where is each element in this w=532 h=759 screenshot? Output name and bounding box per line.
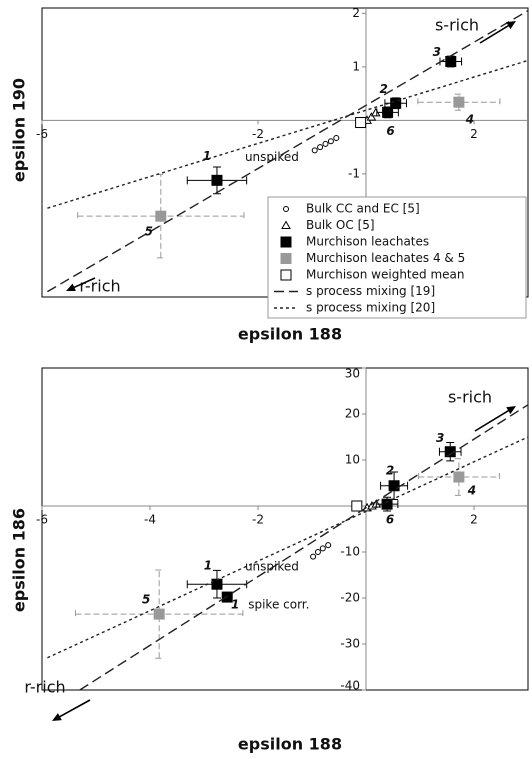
point (322, 140, 329, 147)
point (381, 498, 393, 510)
x-axis-title: epsilon 188 (238, 735, 342, 754)
point-note: unspiked (245, 150, 299, 164)
annotation: r-rich (79, 277, 120, 296)
plot-area (47, 404, 528, 690)
point-label: 1 (231, 598, 239, 612)
point-label: 3 (436, 431, 444, 445)
point (445, 56, 457, 68)
point (311, 147, 318, 154)
point (355, 117, 367, 129)
annotation-arrow (71, 277, 96, 290)
point-note: spike corr. (248, 598, 309, 612)
point-label: 2 (380, 82, 388, 96)
legend-label: s process mixing [20] (306, 301, 435, 315)
x-tick-label: -6 (36, 513, 48, 527)
legend-swatch (280, 269, 292, 281)
y-tick-label: -10 (340, 545, 360, 559)
arrow-head (506, 21, 516, 30)
point-label: 6 (386, 124, 394, 138)
point (211, 174, 223, 186)
point-label: 4 (467, 484, 476, 498)
point-label: 4 (465, 113, 474, 127)
point (453, 96, 465, 108)
arrow-head (52, 713, 62, 721)
x-tick-label: -6 (36, 127, 48, 141)
y-tick-label: -30 (340, 637, 360, 651)
x-axis-title: epsilon 188 (238, 325, 342, 344)
point-label: 2 (386, 463, 394, 477)
y-tick-label: -20 (340, 591, 360, 605)
point-label: 5 (145, 225, 153, 239)
annotation: s-rich (448, 388, 492, 407)
point (333, 135, 340, 142)
y-tick-label: 2 (352, 6, 360, 20)
annotation-arrow (474, 408, 512, 432)
y-axis-title: epsilon 186 (10, 508, 29, 612)
x-tick-label: -2 (252, 513, 264, 527)
point (314, 549, 321, 555)
point-label: 6 (386, 513, 394, 527)
point (211, 578, 223, 590)
annotation: s-rich (435, 16, 479, 35)
point (153, 608, 165, 620)
point-label: 1 (203, 149, 211, 163)
legend-label: Murchison leachates 4 & 5 (306, 251, 465, 265)
legend-swatch (283, 206, 289, 212)
x-tick-label: -2 (252, 127, 264, 141)
x-tick-label: -4 (144, 513, 156, 527)
y-tick-label: -40 (340, 679, 360, 693)
annotation: r-rich (24, 678, 65, 697)
legend-swatch (281, 220, 291, 229)
legend-label: s process mixing [19] (306, 284, 435, 298)
legend-label: Bulk OC [5] (306, 218, 375, 232)
mixing-line (47, 436, 528, 659)
point (327, 138, 334, 145)
y-error-bar (155, 569, 164, 659)
point (388, 480, 400, 492)
point-label: 1 (204, 559, 212, 573)
point (317, 144, 324, 151)
annotation-arrow (479, 23, 512, 44)
point (390, 97, 402, 109)
x-tick-label: 2 (470, 127, 478, 141)
point (221, 591, 233, 603)
point (325, 542, 332, 549)
legend-swatch (280, 253, 292, 264)
point (366, 112, 377, 121)
mixing-line (47, 10, 528, 293)
point (310, 553, 317, 560)
legend-label: Bulk CC and EC [5] (306, 202, 420, 216)
point (155, 210, 167, 222)
point (319, 545, 326, 552)
point-note: unspiked (245, 560, 299, 574)
point (382, 106, 394, 118)
y-tick-label: -1 (348, 166, 360, 180)
mixing-line (47, 59, 528, 209)
legend-box (267, 196, 527, 319)
point-label: 5 (142, 593, 150, 607)
legend-swatch (280, 236, 292, 248)
plot-frame (41, 367, 529, 691)
y-tick-label: 10 (345, 453, 360, 467)
arrow-head (66, 283, 76, 291)
point (351, 500, 363, 512)
legend-label: Murchison weighted mean (306, 268, 464, 282)
annotation-arrow (56, 699, 91, 719)
mixing-line (79, 404, 528, 690)
y-tick-label: 20 (345, 407, 360, 421)
legend-label: Murchison leachates (306, 235, 429, 249)
x-tick-label: 2 (470, 513, 478, 527)
y-tick-label: 1 (352, 59, 360, 73)
y-tick-label: 30 (345, 367, 360, 381)
plot-area (47, 10, 528, 293)
point-label: 3 (433, 45, 441, 59)
point (453, 471, 465, 483)
y-axis-title: epsilon 190 (10, 78, 29, 182)
arrow-head (506, 406, 516, 415)
